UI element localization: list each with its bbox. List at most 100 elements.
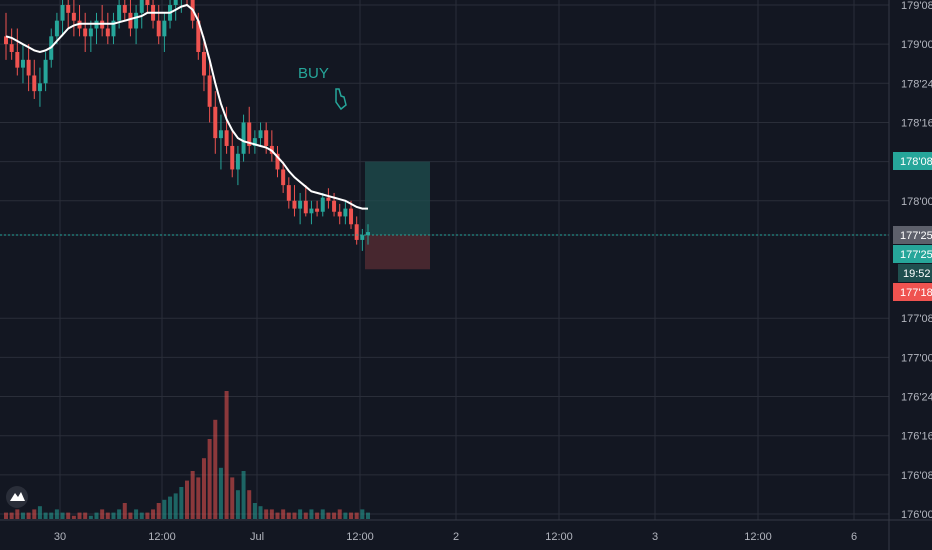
- candle-body: [326, 197, 331, 201]
- volume-bar: [286, 512, 291, 519]
- candle-body: [105, 28, 110, 37]
- volume-bar: [32, 509, 37, 519]
- volume-bar: [15, 509, 20, 519]
- candle-body: [252, 138, 257, 146]
- volume-bar: [105, 512, 110, 519]
- volume-bar: [292, 512, 297, 519]
- candle-body: [275, 153, 280, 170]
- candle-body: [15, 51, 20, 68]
- candle-body: [264, 130, 269, 146]
- price-badges: 178'08 177'25 177'25 19:52 177'18: [893, 152, 932, 301]
- volume-bar: [281, 509, 286, 519]
- time-axis-labels: 30 12:00 Jul 12:00 2 12:00 3 12:00 6: [54, 531, 857, 543]
- volume-bar: [134, 509, 139, 519]
- volume-bar: [168, 496, 173, 519]
- candle-body: [162, 20, 167, 37]
- pointing-hand-icon: [335, 88, 347, 111]
- volume-bar: [269, 509, 274, 519]
- candle-body: [218, 130, 223, 139]
- last-price-badge: [893, 245, 932, 263]
- volume-bar: [320, 509, 325, 519]
- candle-body: [20, 59, 25, 68]
- candle-body: [173, 0, 178, 6]
- candle-body: [349, 208, 354, 225]
- volume-bar: [185, 480, 189, 519]
- candle-body: [241, 122, 246, 154]
- profit-zone[interactable]: [365, 161, 430, 236]
- volume-bar: [366, 512, 370, 519]
- volume-bar: [275, 512, 280, 519]
- grid: [0, 0, 889, 520]
- price-tick-label: 178'24: [901, 78, 932, 90]
- volume-bar: [309, 509, 314, 519]
- buy-annotation[interactable]: BUY: [298, 65, 347, 111]
- volume-bar: [37, 506, 42, 519]
- volume-bar: [337, 509, 342, 519]
- volume-bar: [224, 391, 229, 519]
- time-tick-label: 2: [453, 531, 459, 543]
- price-tick-label: 177'00: [901, 352, 932, 364]
- candle-body: [286, 185, 291, 201]
- volume-bar: [258, 506, 263, 519]
- candle-body: [213, 106, 218, 139]
- price-tick-label: 178'16: [901, 117, 932, 129]
- volume-series: [4, 391, 370, 519]
- volume-bar: [230, 477, 235, 519]
- candle-body: [235, 153, 240, 170]
- candle-body: [354, 224, 359, 240]
- volume-bar: [179, 487, 184, 519]
- volume-bar: [156, 503, 161, 519]
- time-tick-label: Jul: [250, 531, 264, 543]
- candle-body: [4, 36, 8, 45]
- loss-zone[interactable]: [365, 235, 430, 270]
- volume-bar: [71, 515, 76, 519]
- volume-bar: [360, 509, 365, 519]
- price-tick-label: 177'08: [901, 313, 932, 325]
- candle-body: [122, 5, 127, 13]
- candle-body: [156, 20, 161, 37]
- candle-body: [37, 83, 42, 92]
- candle-body: [60, 5, 65, 21]
- candle-body: [134, 12, 139, 29]
- volume-bar: [241, 471, 246, 519]
- current-price-badge: [893, 226, 932, 244]
- countdown-label: 19:52: [903, 268, 931, 280]
- tradingview-logo[interactable]: [6, 486, 28, 508]
- volume-bar: [213, 419, 218, 519]
- volume-bar: [111, 512, 116, 519]
- candle-body: [343, 208, 348, 217]
- time-tick-label: 12:00: [744, 531, 772, 543]
- volume-bar: [207, 439, 212, 519]
- volume-bar: [26, 512, 31, 519]
- price-tick-label: 179'00: [901, 39, 932, 51]
- time-tick-label: 3: [652, 531, 658, 543]
- volume-bar: [20, 512, 25, 519]
- time-tick-label: 30: [54, 531, 66, 543]
- candle-body: [128, 12, 133, 29]
- volume-bar: [60, 512, 65, 519]
- time-tick-label: 6: [851, 531, 857, 543]
- candle-body: [360, 235, 365, 240]
- logo-mountain-icon: [10, 492, 25, 501]
- candle-body: [298, 200, 303, 209]
- target-price-label: 178'08: [900, 156, 932, 168]
- volume-bar: [77, 512, 82, 519]
- volume-bar: [326, 512, 331, 519]
- candle-body: [292, 200, 297, 209]
- candle-body: [281, 169, 286, 186]
- volume-bar: [201, 458, 206, 519]
- volume-bar: [298, 509, 303, 519]
- position-tool[interactable]: [365, 161, 430, 270]
- volume-bar: [49, 512, 54, 519]
- price-tick-label: 176'24: [901, 392, 932, 404]
- volume-bar: [145, 512, 150, 519]
- time-tick-label: 12:00: [346, 531, 374, 543]
- volume-bar: [43, 512, 48, 519]
- candle-body: [117, 5, 122, 21]
- volume-bar: [4, 512, 8, 519]
- candle-body: [258, 130, 263, 139]
- price-tick-label: 176'08: [901, 470, 932, 482]
- volume-bar: [151, 509, 156, 519]
